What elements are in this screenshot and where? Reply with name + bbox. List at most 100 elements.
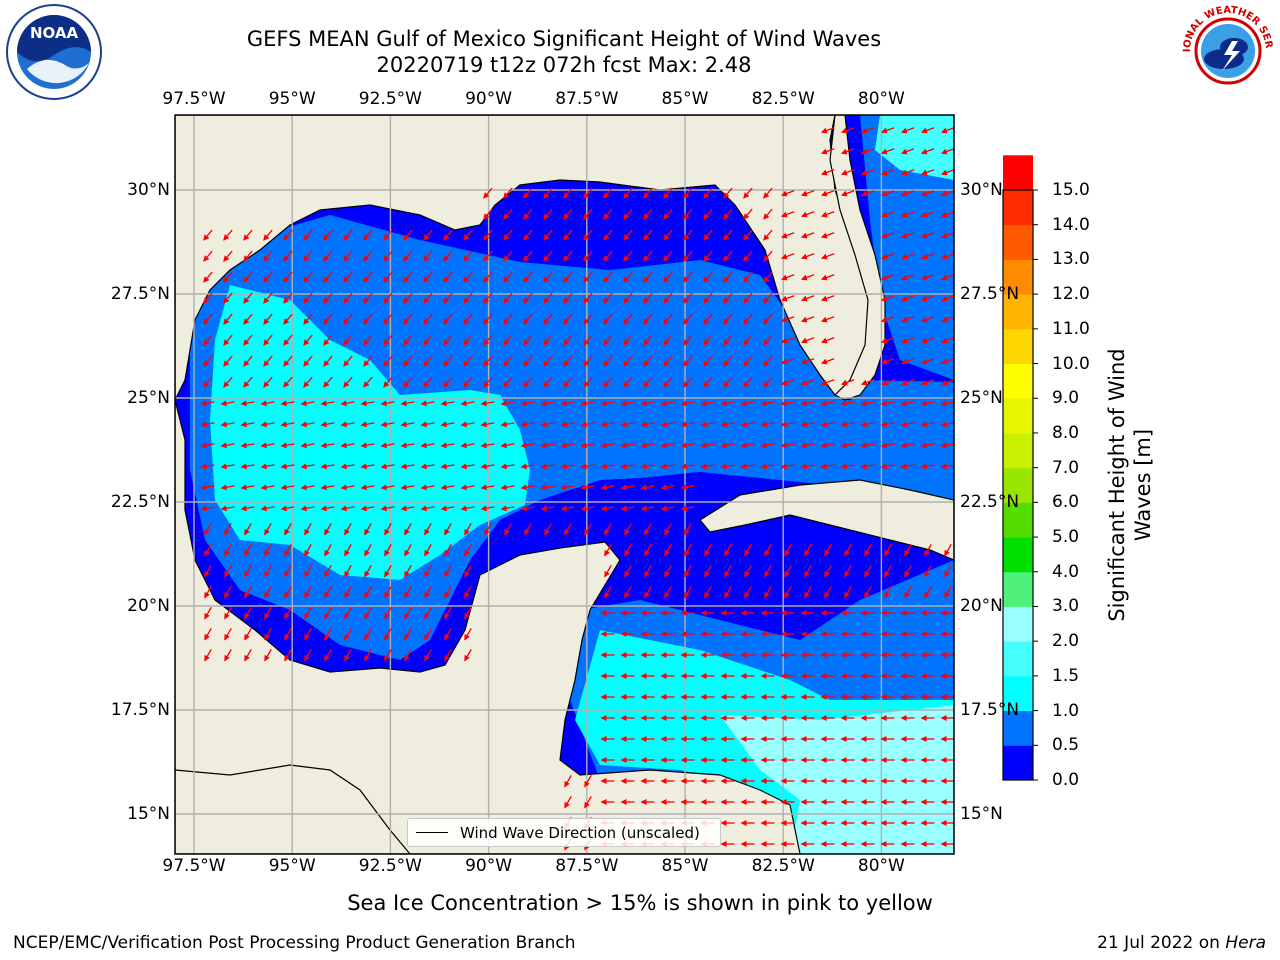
lat-tick-label: 17.5°N (960, 700, 1020, 720)
wave-direction-arrow (343, 355, 353, 367)
wave-direction-arrow (284, 586, 292, 599)
wave-direction-arrow (283, 250, 293, 262)
wave-direction-arrow (603, 292, 613, 304)
wave-direction-arrow (480, 400, 495, 407)
wave-direction-arrow (820, 211, 835, 218)
wave-direction-arrow (563, 208, 573, 220)
wave-direction-arrow (804, 586, 812, 599)
colorbar-tick-label: 14.0 (1052, 214, 1090, 235)
wave-direction-arrow (480, 463, 495, 470)
wave-direction-arrow (583, 334, 593, 346)
wave-direction-arrow (384, 628, 392, 641)
wave-direction-arrow (640, 442, 655, 449)
wave-direction-arrow (663, 250, 673, 262)
wave-direction-arrow (380, 463, 395, 470)
wave-direction-arrow (804, 544, 812, 557)
wave-direction-arrow (940, 463, 954, 470)
wave-direction-arrow (744, 544, 752, 557)
wave-direction-arrow (523, 187, 533, 199)
wave-direction-arrow (683, 376, 693, 388)
wave-direction-arrow (224, 607, 232, 620)
wave-direction-arrow (203, 271, 213, 283)
wave-direction-arrow (920, 316, 935, 323)
wave-direction-arrow (500, 484, 515, 491)
wave-direction-arrow (723, 292, 733, 304)
wave-direction-arrow (503, 292, 513, 304)
wave-direction-arrow (463, 250, 473, 262)
colorbar-tick-label: 6.0 (1052, 492, 1080, 513)
wave-direction-arrow (464, 565, 472, 578)
wave-direction-arrow (463, 355, 473, 367)
wave-direction-arrow (420, 400, 435, 407)
wave-direction-arrow (900, 169, 915, 176)
wave-direction-arrow (800, 442, 815, 449)
wave-direction-arrow (503, 271, 513, 283)
wave-direction-arrow (683, 355, 693, 367)
wave-direction-arrow (663, 334, 673, 346)
wave-direction-arrow (304, 607, 312, 620)
wave-direction-arrow (383, 229, 393, 241)
wave-direction-arrow (464, 607, 472, 620)
wave-direction-arrow (543, 292, 553, 304)
wave-direction-arrow (360, 484, 375, 491)
legend-label: Wind Wave Direction (unscaled) (460, 823, 700, 842)
wave-direction-arrow (280, 400, 295, 407)
colorbar-frame (1002, 189, 1034, 781)
wave-direction-arrow (643, 313, 653, 325)
wave-direction-arrow (204, 607, 212, 620)
wave-direction-arrow (380, 505, 395, 512)
wave-direction-arrow (840, 190, 855, 197)
wave-direction-arrow (243, 229, 253, 241)
wave-direction-arrow (284, 649, 292, 662)
wave-direction-arrow (764, 586, 772, 599)
wave-direction-arrow (543, 208, 553, 220)
colorbar (1002, 155, 1038, 781)
wave-direction-arrow (500, 400, 515, 407)
wave-direction-arrow (820, 190, 835, 197)
wave-direction-arrow (444, 649, 452, 662)
wave-direction-arrow (763, 250, 773, 262)
wave-direction-arrow (464, 544, 472, 557)
wave-direction-arrow (940, 148, 954, 155)
wave-direction-arrow (800, 421, 815, 428)
lat-tick-label: 15°N (127, 804, 170, 824)
wave-direction-arrow (220, 505, 235, 512)
colorbar-tick-label: 7.0 (1052, 457, 1080, 478)
wave-direction-arrow (240, 463, 255, 470)
wave-direction-arrow (600, 484, 615, 491)
colorbar-tick-label: 4.0 (1052, 561, 1080, 582)
wave-direction-arrow (364, 544, 372, 557)
wave-direction-arrow (780, 274, 795, 281)
wave-direction-arrow (420, 463, 435, 470)
wave-direction-arrow (600, 400, 615, 407)
wave-direction-arrow (360, 400, 375, 407)
wave-direction-arrow (440, 400, 455, 407)
wave-direction-arrow (703, 208, 713, 220)
wave-direction-arrow (284, 607, 292, 620)
wave-direction-arrow (684, 523, 692, 536)
wave-direction-arrow (520, 505, 535, 512)
wave-direction-arrow (924, 544, 932, 557)
wave-direction-arrow (683, 271, 693, 283)
wave-direction-arrow (284, 544, 292, 557)
wave-direction-arrow (743, 229, 753, 241)
nws-logo: NATIONAL WEATHER SERVICE (1180, 3, 1274, 97)
wave-direction-arrow (424, 607, 432, 620)
wave-direction-arrow (723, 313, 733, 325)
wave-direction-arrow (644, 586, 652, 599)
wave-direction-arrow (760, 442, 775, 449)
wave-direction-arrow (463, 271, 473, 283)
wave-direction-arrow (703, 292, 713, 304)
wave-direction-arrow (860, 442, 875, 449)
wave-direction-arrow (500, 463, 515, 470)
wave-direction-arrow (663, 208, 673, 220)
wave-direction-arrow (820, 295, 835, 302)
wave-direction-arrow (900, 295, 915, 302)
wave-direction-arrow (363, 355, 373, 367)
wave-direction-arrow (684, 586, 692, 599)
wave-direction-arrow (703, 376, 713, 388)
wave-direction-arrow (880, 337, 895, 344)
wave-direction-arrow (380, 484, 395, 491)
wave-direction-arrow (563, 313, 573, 325)
wave-direction-arrow (583, 229, 593, 241)
